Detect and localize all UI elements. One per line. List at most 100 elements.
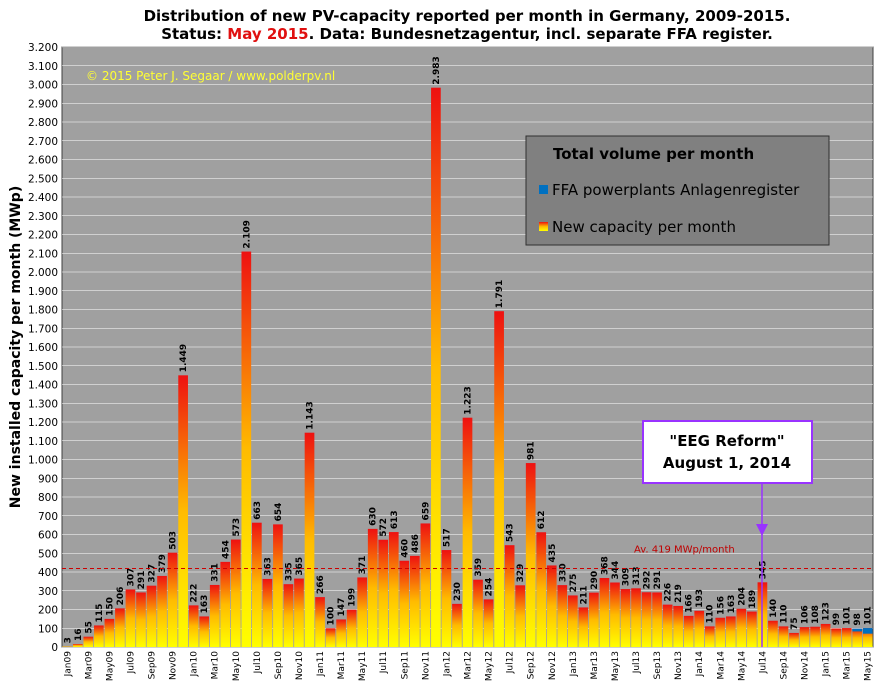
data-label-Dec13: 166	[685, 594, 695, 613]
legend-label-new-capacity: New capacity per month	[552, 218, 736, 236]
bar-Dec13	[683, 615, 694, 647]
bar-Oct13	[662, 604, 673, 647]
data-label-Jul10: 663	[253, 501, 263, 520]
data-label-Sep10: 654	[274, 503, 284, 522]
bar-Mar11	[336, 619, 346, 647]
copyright-note: © 2015 Peter J. Segaar / www.polderpv.nl	[86, 69, 335, 83]
x-tick-label: May12	[485, 651, 495, 681]
bar-Oct14	[789, 632, 799, 647]
bar-Jun09	[115, 608, 125, 647]
bar-Jul12	[504, 545, 515, 647]
bar-Dec12	[557, 585, 568, 647]
bar-Jan10	[188, 605, 199, 647]
x-tick-label: Jan11	[316, 651, 326, 677]
data-label-Feb15: 99	[832, 613, 842, 626]
data-label-Nov09: 503	[169, 531, 179, 550]
annotation-title: "EEG Reform"	[669, 432, 784, 450]
bar-Nov12	[546, 565, 557, 647]
x-tick-label: Mar10	[211, 651, 221, 680]
data-label-Sep11: 460	[400, 539, 410, 558]
data-label-Jan09: 3	[63, 637, 73, 643]
data-label-Feb14: 110	[706, 605, 716, 624]
x-tick-label: May09	[105, 651, 115, 681]
data-label-Sep14: 110	[779, 605, 789, 624]
data-label-Oct14: 75	[790, 617, 800, 630]
x-tick-label: Jul11	[379, 651, 389, 674]
bar-May09	[104, 618, 115, 647]
y-tick-label: 1.700	[28, 323, 58, 335]
y-axis-ticks: 0 100 200 300 400 500 600 700 800 900 1.000 1.100 1.…	[28, 42, 58, 654]
subtitle-status-month: May 2015	[227, 25, 308, 43]
ffa-series	[852, 628, 873, 634]
annotation-date: August 1, 2014	[663, 454, 791, 472]
bar-Dec11	[431, 87, 441, 647]
y-tick-label: 800	[38, 492, 58, 504]
data-label-Jul12: 543	[506, 523, 516, 542]
legend-swatch-ffa	[539, 185, 548, 194]
data-label-Aug12: 329	[516, 564, 526, 583]
bar-Sep12	[525, 463, 536, 647]
x-axis-ticks: Jan09 Mar09 May09 Jul09 Sep09 Nov09 Jan10 Mar10…	[63, 651, 873, 681]
data-label-Nov12: 435	[548, 544, 558, 563]
bar-Mar13	[589, 592, 599, 647]
data-label-May09: 150	[105, 597, 115, 616]
y-tick-label: 2.100	[28, 248, 58, 260]
bar-Jun10	[241, 251, 252, 647]
y-tick-label: 2.600	[28, 155, 58, 167]
bar-Jun14	[747, 611, 757, 647]
bar-Jan13	[567, 595, 578, 647]
y-tick-label: 1.800	[28, 305, 58, 317]
data-label-Dec12: 330	[558, 563, 568, 582]
data-label-Mar12: 1.223	[463, 386, 473, 414]
data-label-May14: 204	[737, 587, 747, 606]
x-tick-label: Sep09	[148, 651, 158, 680]
bar-Mar12	[462, 417, 473, 647]
y-tick-label: 0	[51, 642, 58, 654]
data-label-Aug10: 363	[263, 557, 273, 576]
data-label-Nov11: 659	[421, 502, 431, 521]
y-tick-label: 1.400	[28, 380, 58, 392]
data-label-Sep09: 327	[147, 564, 157, 583]
bar-Jul09	[125, 589, 136, 647]
bar-Nov09	[167, 552, 178, 647]
x-tick-label: Nov09	[169, 651, 179, 680]
bar-May11	[357, 577, 368, 647]
bar-Feb13	[578, 607, 589, 647]
y-tick-label: 2.000	[28, 267, 58, 279]
data-label-Dec09: 1.449	[179, 344, 189, 372]
data-label-Jan15: 123	[822, 602, 832, 621]
y-tick-label: 1.100	[28, 436, 58, 448]
data-label-Jan13: 275	[569, 574, 579, 593]
x-tick-label: Nov10	[295, 651, 305, 680]
data-label-Apr10: 454	[221, 540, 231, 559]
data-label-Jun12: 1.791	[495, 280, 505, 308]
eeg-reform-annotation: "EEG Reform" August 1, 2014	[642, 420, 813, 647]
data-label-Mar14: 156	[716, 596, 726, 615]
x-tick-label: Nov14	[801, 651, 811, 680]
data-label-Nov14: 106	[801, 605, 811, 624]
y-tick-label: 1.600	[28, 342, 58, 354]
bar-Feb12	[452, 603, 462, 647]
x-tick-label: Nov13	[674, 651, 684, 680]
bar-Nov14	[799, 627, 810, 647]
subtitle-source: . Data: Bundesnetzagentur, incl. separat…	[309, 25, 773, 43]
data-label-Oct09: 379	[158, 554, 168, 573]
data-label-Aug11: 613	[390, 510, 400, 529]
bar-Aug10	[262, 578, 273, 647]
y-tick-label: 2.800	[28, 117, 58, 129]
bar-Apr11	[346, 609, 357, 647]
y-tick-label: 100	[38, 623, 58, 635]
bar-Sep11	[399, 560, 410, 647]
bar-Nov11	[420, 523, 431, 647]
bar-Jul13	[631, 588, 641, 647]
x-tick-label: Jan12	[442, 651, 452, 677]
bar-May14	[736, 608, 747, 647]
bar-Oct12	[536, 532, 547, 647]
data-label-Apr13: 368	[600, 556, 610, 575]
x-tick-label: Jan15	[822, 651, 832, 677]
data-label-Dec10: 1.143	[305, 401, 315, 429]
bar-Dec14	[810, 626, 820, 647]
data-label-Feb12: 230	[453, 582, 463, 601]
bar-Jun12	[494, 311, 504, 647]
data-label-May11: 371	[358, 556, 368, 575]
